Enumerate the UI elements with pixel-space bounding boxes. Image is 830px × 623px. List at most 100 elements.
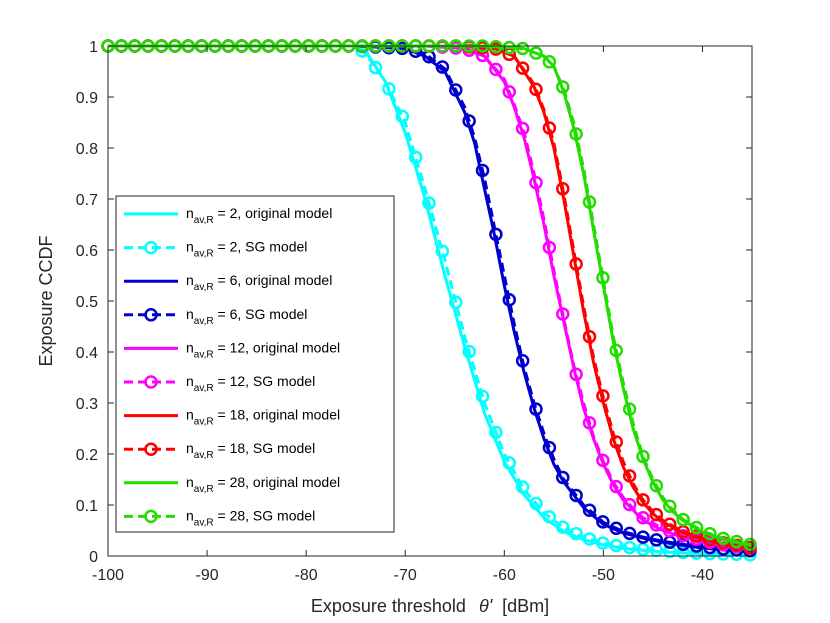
series-marker-9	[556, 80, 570, 94]
series-marker-9	[649, 479, 664, 493]
series-marker-5	[582, 416, 597, 430]
legend-suffix: = 6, SG model	[214, 306, 308, 322]
y-tick-label: 0.9	[76, 90, 98, 107]
series-marker-3	[449, 83, 463, 97]
series-marker-9	[716, 531, 731, 546]
series-marker-9	[689, 520, 704, 535]
series-marker-1	[542, 510, 557, 524]
legend-swatch-marker	[144, 375, 158, 389]
legend-entry-label: nav,R = 28, SG model	[186, 507, 315, 528]
series-marker-3	[609, 521, 624, 536]
series-marker-5	[542, 240, 557, 255]
series-marker-3	[622, 526, 637, 541]
y-tick-label: 0.4	[76, 345, 98, 362]
series-marker-7	[529, 82, 543, 97]
legend-swatch-marker	[144, 240, 158, 255]
y-tick-label: 0	[89, 549, 98, 566]
series-marker-9	[703, 526, 717, 541]
series-marker-5	[596, 453, 610, 468]
legend-entry-label: nav,R = 28, original model	[186, 474, 340, 495]
series-marker-3	[676, 537, 690, 552]
legend-entry-label: nav,R = 6, original model	[186, 272, 332, 293]
series-marker-1	[622, 540, 637, 555]
series-marker-5	[502, 85, 517, 99]
series-marker-1	[475, 389, 490, 404]
series-marker-3	[582, 503, 597, 517]
series-marker-5	[475, 48, 490, 63]
series-marker-1	[676, 545, 690, 560]
series-marker-9	[582, 195, 597, 209]
x-axis-label-main: Exposure threshold	[311, 596, 466, 616]
y-tick-label: 0.7	[76, 192, 98, 209]
series-marker-3	[502, 292, 517, 307]
series-marker-1	[449, 295, 463, 310]
series-marker-9	[729, 534, 744, 549]
legend-suffix: = 12, original model	[214, 339, 340, 355]
series-marker-1	[556, 520, 570, 534]
series-marker-9	[622, 402, 637, 416]
legend-suffix: = 2, original model	[214, 205, 333, 221]
series-marker-9	[489, 39, 503, 54]
legend-prefix: n	[186, 440, 194, 456]
x-tick-label: -60	[493, 567, 516, 584]
legend-box	[115, 195, 395, 533]
series-marker-7	[515, 61, 530, 75]
x-tick-label: -90	[196, 567, 219, 584]
series-marker-3	[636, 530, 650, 544]
series-marker-7	[569, 257, 583, 271]
y-axis-label: Exposure CCDF	[36, 235, 56, 366]
x-axis-label-unit: [dBm]	[502, 596, 549, 616]
legend-prefix: n	[186, 407, 194, 423]
series-marker-9	[636, 449, 650, 464]
series-marker-7	[609, 435, 624, 449]
series-marker-1	[609, 538, 624, 553]
legend-subscript: av,R	[194, 417, 214, 428]
series-marker-5	[529, 175, 543, 190]
x-tick-label: -80	[295, 567, 318, 584]
legend-swatch-marker	[144, 442, 158, 456]
series-marker-3	[649, 533, 664, 547]
series-marker-1	[395, 109, 410, 124]
x-tick-label: -50	[592, 567, 615, 584]
series-marker-1	[663, 544, 677, 559]
axis-layer: -100 -90 -80 -70 -60 -50 -40 0 0.1 0.2 0.3 0.4 0.5 0.…	[76, 39, 753, 584]
series-marker-7	[622, 469, 637, 483]
series-marker-1	[489, 425, 503, 440]
series-marker-1	[582, 532, 597, 546]
series-marker-7	[582, 329, 597, 344]
legend-entry-label: nav,R = 18, SG model	[186, 440, 315, 461]
legend-entry-label: nav,R = 18, original model	[186, 407, 340, 428]
series-marker-3	[489, 227, 503, 242]
series-marker-7	[663, 517, 677, 531]
y-tick-label: 0.8	[76, 141, 98, 158]
legend-suffix: = 6, original model	[214, 272, 333, 288]
x-tick-label: -70	[394, 567, 417, 584]
series-marker-7	[542, 121, 557, 135]
legend-prefix: n	[186, 272, 194, 288]
series-marker-1	[462, 344, 476, 359]
series-marker-3	[462, 114, 476, 128]
legend-entry-label: nav,R = 12, original model	[186, 339, 340, 360]
legend-swatch-marker	[144, 308, 158, 322]
series-line-1	[108, 44, 753, 557]
series-marker-9	[529, 46, 543, 60]
legend-suffix: = 18, original model	[214, 407, 340, 423]
y-tick-label: 1	[89, 39, 98, 56]
x-axis-label: Exposure threshold θ' [dBm]	[311, 596, 549, 616]
series-marker-1	[502, 456, 517, 470]
legend-suffix: = 12, SG model	[214, 373, 316, 389]
series-marker-7	[689, 529, 704, 543]
series-line-3	[108, 44, 753, 553]
y-tick-label: 0.1	[76, 498, 98, 515]
series-marker-3	[556, 470, 570, 485]
series-marker-7	[649, 507, 664, 522]
series-marker-3	[596, 515, 610, 529]
legend-subscript: av,R	[194, 316, 214, 327]
series-marker-1	[435, 244, 450, 259]
legend-prefix: n	[186, 339, 194, 355]
series-marker-3	[569, 488, 583, 503]
series-marker-3	[529, 402, 543, 416]
legend-subscript: av,R	[194, 282, 214, 293]
series-marker-1	[408, 150, 423, 165]
